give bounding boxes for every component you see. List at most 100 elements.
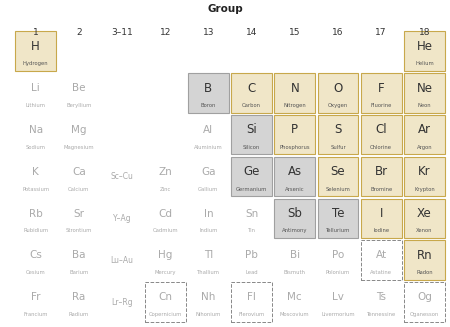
- Text: Aluminium: Aluminium: [194, 145, 223, 150]
- Text: Indium: Indium: [199, 229, 218, 233]
- Text: Nitrogen: Nitrogen: [284, 103, 306, 108]
- Text: Calcium: Calcium: [68, 187, 90, 192]
- Text: Fluorine: Fluorine: [370, 103, 392, 108]
- Bar: [361, 157, 401, 196]
- Text: Lithium: Lithium: [26, 103, 45, 108]
- Text: Ts: Ts: [376, 292, 386, 302]
- Text: Rn: Rn: [417, 249, 432, 262]
- Text: Thallium: Thallium: [197, 270, 220, 275]
- Text: Sb: Sb: [288, 207, 302, 220]
- Text: Kr: Kr: [418, 165, 431, 178]
- Text: Flerovium: Flerovium: [238, 312, 265, 317]
- Text: Bromine: Bromine: [370, 187, 392, 192]
- Text: 13: 13: [202, 28, 214, 37]
- Text: C: C: [248, 81, 256, 95]
- Text: Chlorine: Chlorine: [370, 145, 392, 150]
- Text: Bismuth: Bismuth: [284, 270, 306, 275]
- Bar: [318, 157, 358, 196]
- Bar: [361, 73, 401, 112]
- Text: F: F: [378, 81, 384, 95]
- Bar: [404, 240, 445, 280]
- Bar: [404, 73, 445, 112]
- Text: Mg: Mg: [71, 125, 86, 135]
- Bar: [361, 198, 401, 238]
- Text: Sc–Cu: Sc–Cu: [111, 172, 134, 181]
- Text: Og: Og: [417, 292, 432, 302]
- Text: Nihonium: Nihonium: [196, 312, 221, 317]
- Text: Ge: Ge: [243, 165, 260, 178]
- Text: Neon: Neon: [418, 103, 431, 108]
- Text: Li: Li: [31, 83, 40, 93]
- Text: Sn: Sn: [245, 209, 258, 219]
- Text: 3–11: 3–11: [111, 28, 133, 37]
- Text: Moscovium: Moscovium: [280, 312, 310, 317]
- Text: S: S: [334, 123, 342, 136]
- Text: Cs: Cs: [29, 250, 42, 261]
- Text: Germanium: Germanium: [236, 187, 267, 192]
- Text: Antimony: Antimony: [282, 229, 307, 233]
- Text: Pb: Pb: [245, 250, 258, 261]
- Text: Bi: Bi: [290, 250, 300, 261]
- Bar: [404, 198, 445, 238]
- Text: Phosphorus: Phosphorus: [279, 145, 310, 150]
- Text: 14: 14: [246, 28, 257, 37]
- Text: Xenon: Xenon: [416, 229, 432, 233]
- Text: Oganesson: Oganesson: [410, 312, 439, 317]
- Text: Cesium: Cesium: [26, 270, 45, 275]
- Text: Lv: Lv: [332, 292, 344, 302]
- Bar: [404, 115, 445, 154]
- Text: Magnesium: Magnesium: [63, 145, 94, 150]
- Bar: [318, 115, 358, 154]
- Bar: [274, 198, 315, 238]
- Bar: [231, 73, 272, 112]
- Text: Te: Te: [332, 207, 344, 220]
- Text: Krypton: Krypton: [414, 187, 435, 192]
- Text: At: At: [376, 250, 387, 261]
- Text: Zinc: Zinc: [159, 187, 171, 192]
- Text: Cn: Cn: [158, 292, 172, 302]
- Text: H: H: [31, 40, 40, 53]
- Bar: [318, 73, 358, 112]
- Bar: [231, 282, 272, 322]
- Text: Po: Po: [332, 250, 344, 261]
- Text: Ra: Ra: [72, 292, 86, 302]
- Text: Arsenic: Arsenic: [285, 187, 305, 192]
- Text: P: P: [291, 123, 298, 136]
- Text: 12: 12: [159, 28, 171, 37]
- Text: Ca: Ca: [72, 167, 86, 177]
- Text: Strontium: Strontium: [66, 229, 92, 233]
- Text: Beryllium: Beryllium: [66, 103, 91, 108]
- Text: Argon: Argon: [417, 145, 432, 150]
- Bar: [231, 115, 272, 154]
- Text: Na: Na: [28, 125, 43, 135]
- Text: Sr: Sr: [73, 209, 84, 219]
- Text: He: He: [416, 40, 432, 53]
- Text: Ne: Ne: [416, 81, 432, 95]
- Text: Radium: Radium: [69, 312, 89, 317]
- Text: Sulfur: Sulfur: [330, 145, 346, 150]
- Text: Ga: Ga: [201, 167, 216, 177]
- Bar: [274, 115, 315, 154]
- Text: Cd: Cd: [158, 209, 172, 219]
- Text: 2: 2: [76, 28, 81, 37]
- Text: Lu–Au: Lu–Au: [111, 256, 134, 265]
- Bar: [318, 198, 358, 238]
- Text: Hydrogen: Hydrogen: [23, 61, 49, 66]
- Text: Lead: Lead: [245, 270, 258, 275]
- Text: 1: 1: [33, 28, 39, 37]
- Text: Silicon: Silicon: [243, 145, 260, 150]
- Text: Boron: Boron: [201, 103, 216, 108]
- Text: Al: Al: [203, 125, 213, 135]
- Bar: [361, 240, 401, 280]
- Bar: [404, 31, 445, 71]
- Text: Ba: Ba: [72, 250, 86, 261]
- Text: Barium: Barium: [69, 270, 89, 275]
- Text: 17: 17: [375, 28, 387, 37]
- Text: 16: 16: [332, 28, 344, 37]
- Text: Tellurium: Tellurium: [326, 229, 350, 233]
- Text: In: In: [203, 209, 213, 219]
- Text: Polonium: Polonium: [326, 270, 350, 275]
- Text: Se: Se: [331, 165, 345, 178]
- Text: 18: 18: [418, 28, 430, 37]
- Text: B: B: [204, 81, 212, 95]
